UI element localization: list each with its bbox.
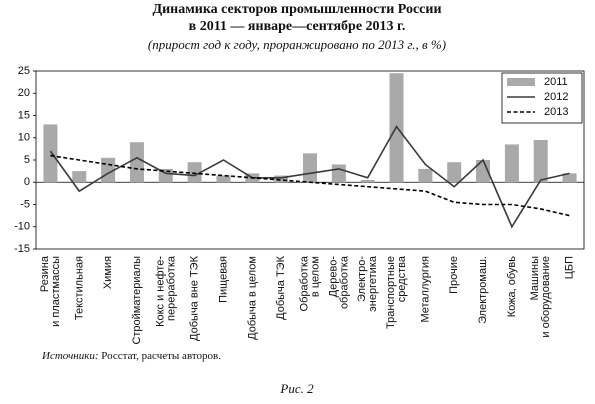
legend-label: 2013 xyxy=(544,106,568,118)
x-tick-label: Дерево-обработка xyxy=(327,255,350,309)
source: Источники: Росстат, расчеты авторов. xyxy=(41,350,221,362)
bar xyxy=(447,162,462,183)
bar xyxy=(43,124,58,183)
y-tick-label: -10 xyxy=(14,221,30,233)
x-tick-label: Добыча ТЭК xyxy=(275,255,287,319)
caption: Рис. 2 xyxy=(279,381,314,396)
bar xyxy=(274,175,289,183)
bar xyxy=(504,144,519,183)
x-tick-label: Электромаш. xyxy=(477,256,489,324)
x-tick-label: Металлургия xyxy=(419,256,431,323)
bar xyxy=(476,160,491,183)
bar xyxy=(360,180,375,183)
bar xyxy=(187,162,202,183)
x-tick-label: Электро-энергетика xyxy=(356,255,379,312)
source-text: Росстат, расчеты авторов. xyxy=(101,350,221,362)
y-tick-label: 5 xyxy=(24,154,30,166)
y-tick-label: 25 xyxy=(18,65,30,77)
x-tick-label: Пищевая xyxy=(217,256,229,303)
x-tick-label: Резинаи пластмассы xyxy=(39,255,62,327)
bar xyxy=(562,173,577,183)
bar xyxy=(129,142,144,183)
x-tick-label: Машиныи оборудование xyxy=(529,256,552,338)
x-tick-label: Кокс и нефте-переработка xyxy=(154,255,177,327)
source-label: Источники: xyxy=(41,350,99,362)
y-tick-label: 15 xyxy=(18,109,30,121)
y-tick-label: 10 xyxy=(18,132,30,144)
bar xyxy=(303,153,317,183)
x-tick-label: Текстильная xyxy=(73,256,85,320)
legend-label: 2011 xyxy=(544,76,568,88)
chart-title: в 2011 — январе—сентябре 2013 г. xyxy=(189,19,406,34)
x-tick-label: Стройматериалы xyxy=(131,256,143,345)
line xyxy=(50,154,570,217)
x-tick-label: Добыча вне ТЭК xyxy=(189,255,201,341)
y-tick-label: -15 xyxy=(14,243,30,255)
chart-title: Динамика секторов промышленности России xyxy=(152,2,441,17)
y-tick-label: 20 xyxy=(18,87,30,99)
bar xyxy=(533,139,548,183)
chart-subtitle: (прирост год к году, проранжировано по 2… xyxy=(148,37,446,52)
y-tick-label: -5 xyxy=(20,198,30,210)
bar xyxy=(418,168,433,183)
x-tick-label: Химия xyxy=(102,256,114,289)
bar xyxy=(331,164,346,183)
bar xyxy=(72,171,87,183)
x-tick-label: Обработкав целом xyxy=(298,255,321,311)
x-tick-label: Добыча в целом xyxy=(246,256,258,340)
bar xyxy=(216,175,231,183)
legend-label: 2012 xyxy=(544,91,568,103)
line xyxy=(49,125,570,229)
x-tick-label: Кожа, обувь xyxy=(506,256,518,318)
x-tick-label: Прочие xyxy=(448,256,460,294)
y-tick-label: 0 xyxy=(24,176,30,188)
x-tick-label: ЦБП xyxy=(563,256,575,279)
x-tick-label: Транспортныесредства xyxy=(385,255,408,329)
legend-swatch xyxy=(507,78,535,86)
